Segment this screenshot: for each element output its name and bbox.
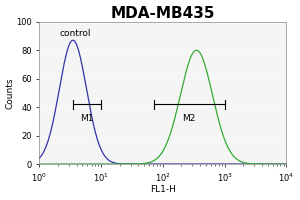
- Text: control: control: [59, 29, 91, 38]
- Title: MDA-MB435: MDA-MB435: [111, 6, 215, 21]
- X-axis label: FL1-H: FL1-H: [150, 185, 176, 194]
- Text: M1: M1: [80, 114, 94, 123]
- Text: M2: M2: [182, 114, 196, 123]
- Y-axis label: Counts: Counts: [6, 77, 15, 109]
